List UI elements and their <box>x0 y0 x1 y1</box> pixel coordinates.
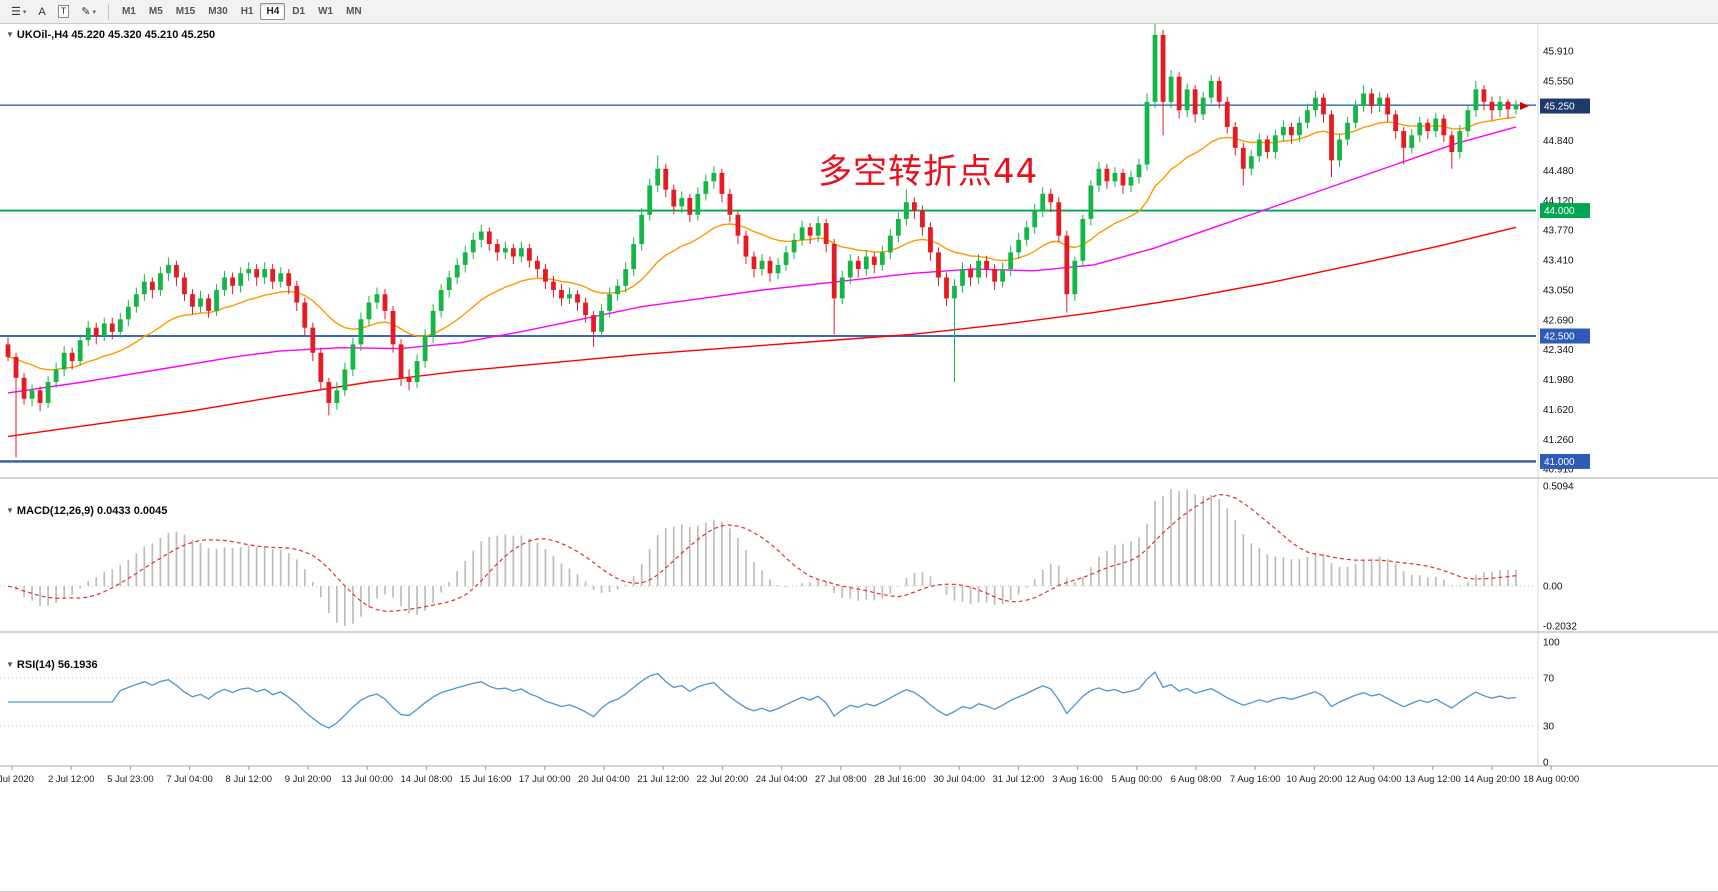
timeframe-bar: M1 M5 M15 M30 H1 H4 D1 W1 MN <box>116 3 368 20</box>
collapse-triangle-icon[interactable]: ▼ <box>6 30 14 39</box>
arrow-a-tool-icon: A <box>38 5 46 18</box>
svg-text:43.770: 43.770 <box>1543 225 1574 236</box>
svg-text:0.00: 0.00 <box>1543 582 1563 593</box>
timeframe-button-m1[interactable]: M1 <box>121 6 136 17</box>
svg-text:5 Jul 23:00: 5 Jul 23:00 <box>107 774 153 785</box>
svg-text:13 Jul 00:00: 13 Jul 00:00 <box>341 774 393 785</box>
rsi-label-text: RSI(14) 56.1936 <box>16 659 98 671</box>
timeframe-button-w1[interactable]: W1 <box>318 6 334 17</box>
svg-text:13 Aug 12:00: 13 Aug 12:00 <box>1405 774 1461 785</box>
svg-text:42.690: 42.690 <box>1543 316 1574 327</box>
moving-average-lines <box>7 116 1517 438</box>
svg-text:7 Jul 04:00: 7 Jul 04:00 <box>166 774 212 785</box>
toolbar-separator <box>107 3 109 20</box>
svg-text:10 Aug 20:00: 10 Aug 20:00 <box>1286 774 1342 785</box>
svg-text:28 Jul 16:00: 28 Jul 16:00 <box>874 774 926 785</box>
chevron-down-icon: ▾ <box>92 8 96 16</box>
svg-text:41.260: 41.260 <box>1543 435 1574 446</box>
svg-text:44.480: 44.480 <box>1543 166 1574 177</box>
panel-separators[interactable] <box>0 477 1718 767</box>
current-price-arrow-icon <box>1520 102 1529 111</box>
timeframe-button-d1[interactable]: D1 <box>292 6 306 17</box>
symbol-ohlc-text: UKOil-,H4 45.220 45.320 45.210 45.250 <box>16 29 216 41</box>
svg-text:3 Aug 16:00: 3 Aug 16:00 <box>1052 774 1103 785</box>
chart-canvas[interactable]: 46.27045.91045.55044.84044.48044.12043.7… <box>0 0 1718 868</box>
svg-text:45.910: 45.910 <box>1543 46 1574 57</box>
horizontal-line-objects[interactable] <box>0 104 1536 463</box>
svg-text:42.500: 42.500 <box>1544 332 1575 343</box>
arrow-a-tool-button[interactable]: A <box>33 3 50 21</box>
annotation-text: 多空转折点44 <box>818 152 1039 192</box>
svg-text:17 Jul 00:00: 17 Jul 00:00 <box>519 774 571 785</box>
svg-text:8 Jul 12:00: 8 Jul 12:00 <box>226 774 272 785</box>
svg-text:40.910: 40.910 <box>1543 464 1574 475</box>
timeframe-button-m30[interactable]: M30 <box>208 6 228 17</box>
svg-text:42.340: 42.340 <box>1543 345 1574 356</box>
collapse-triangle-icon[interactable]: ▼ <box>6 660 14 669</box>
svg-text:1 Jul 2020: 1 Jul 2020 <box>0 774 34 785</box>
lines-tool-button[interactable]: ☰ ▾ <box>6 3 31 21</box>
svg-text:12 Aug 04:00: 12 Aug 04:00 <box>1346 774 1402 785</box>
rsi-panel: 100 70 30 0 <box>0 638 1560 769</box>
macd-indicator-label: ▼ MACD(12,26,9) 0.0433 0.0045 <box>6 505 167 517</box>
timeframe-button-m15[interactable]: M15 <box>175 6 196 17</box>
svg-text:14 Aug 20:00: 14 Aug 20:00 <box>1464 774 1520 785</box>
price-axis[interactable]: 46.27045.91045.55044.84044.48044.12043.7… <box>1537 2 1590 766</box>
svg-text:14 Jul 08:00: 14 Jul 08:00 <box>401 774 453 785</box>
svg-text:44.120: 44.120 <box>1543 196 1574 207</box>
svg-text:27 Jul 08:00: 27 Jul 08:00 <box>815 774 867 785</box>
svg-text:0: 0 <box>1543 758 1549 769</box>
rsi-indicator-label: ▼ RSI(14) 56.1936 <box>6 659 98 671</box>
time-axis[interactable]: 1 Jul 2020 2 Jul 12:00 5 Jul 23:00 7 Jul 04… <box>0 766 1579 785</box>
svg-text:70: 70 <box>1543 674 1555 685</box>
svg-text:7 Aug 16:00: 7 Aug 16:00 <box>1230 774 1281 785</box>
svg-text:20 Jul 04:00: 20 Jul 04:00 <box>578 774 630 785</box>
timeframe-button-mn[interactable]: MN <box>346 6 362 17</box>
macd-label-text: MACD(12,26,9) 0.0433 0.0045 <box>16 505 168 517</box>
lines-tool-icon: ☰ <box>11 5 21 18</box>
svg-text:5 Aug 00:00: 5 Aug 00:00 <box>1111 774 1162 785</box>
shapes-tool-icon: ✎ <box>81 5 91 18</box>
svg-text:44.840: 44.840 <box>1543 136 1574 147</box>
svg-text:41.980: 41.980 <box>1543 375 1574 386</box>
svg-text:18 Aug 00:00: 18 Aug 00:00 <box>1523 774 1579 785</box>
svg-text:45.250: 45.250 <box>1544 102 1575 113</box>
candlesticks <box>5 20 1519 458</box>
shapes-tool-button[interactable]: ✎ ▾ <box>76 3 101 21</box>
timeframe-button-h4[interactable]: H4 <box>260 3 286 20</box>
svg-text:100: 100 <box>1543 638 1560 649</box>
svg-text:31 Jul 12:00: 31 Jul 12:00 <box>993 774 1045 785</box>
svg-text:24 Jul 04:00: 24 Jul 04:00 <box>756 774 808 785</box>
toolbar: ☰ ▾ A T ✎ ▾ M1 M5 M15 M30 H1 H4 D1 W1 MN <box>0 0 1718 24</box>
svg-text:-0.2032: -0.2032 <box>1543 622 1577 633</box>
svg-text:30: 30 <box>1543 722 1555 733</box>
symbol-ohlc-label: ▼ UKOil-,H4 45.220 45.320 45.210 45.250 <box>6 29 215 41</box>
svg-text:45.550: 45.550 <box>1543 76 1574 87</box>
svg-text:41.620: 41.620 <box>1543 405 1574 416</box>
timeframe-button-h1[interactable]: H1 <box>240 6 254 17</box>
collapse-triangle-icon[interactable]: ▼ <box>6 506 14 515</box>
svg-text:9 Jul 20:00: 9 Jul 20:00 <box>285 774 331 785</box>
text-tool-button[interactable]: T <box>53 3 75 21</box>
svg-text:6 Aug 08:00: 6 Aug 08:00 <box>1171 774 1222 785</box>
svg-text:44.000: 44.000 <box>1544 206 1575 217</box>
svg-text:22 Jul 20:00: 22 Jul 20:00 <box>697 774 749 785</box>
macd-panel: 0.5094 0.00 -0.2032 <box>0 482 1577 633</box>
svg-text:21 Jul 12:00: 21 Jul 12:00 <box>637 774 689 785</box>
svg-text:0.5094: 0.5094 <box>1543 482 1574 493</box>
draw-tools: ☰ ▾ A T ✎ ▾ <box>6 3 101 21</box>
chevron-down-icon: ▾ <box>22 8 27 16</box>
timeframe-button-m5[interactable]: M5 <box>148 6 163 17</box>
svg-text:43.410: 43.410 <box>1543 255 1574 266</box>
text-tool-icon: T <box>57 5 70 18</box>
svg-text:2 Jul 12:00: 2 Jul 12:00 <box>48 774 94 785</box>
svg-text:41.000: 41.000 <box>1544 457 1575 468</box>
svg-text:43.050: 43.050 <box>1543 286 1574 297</box>
svg-text:15 Jul 16:00: 15 Jul 16:00 <box>460 774 512 785</box>
svg-text:30 Jul 04:00: 30 Jul 04:00 <box>933 774 985 785</box>
